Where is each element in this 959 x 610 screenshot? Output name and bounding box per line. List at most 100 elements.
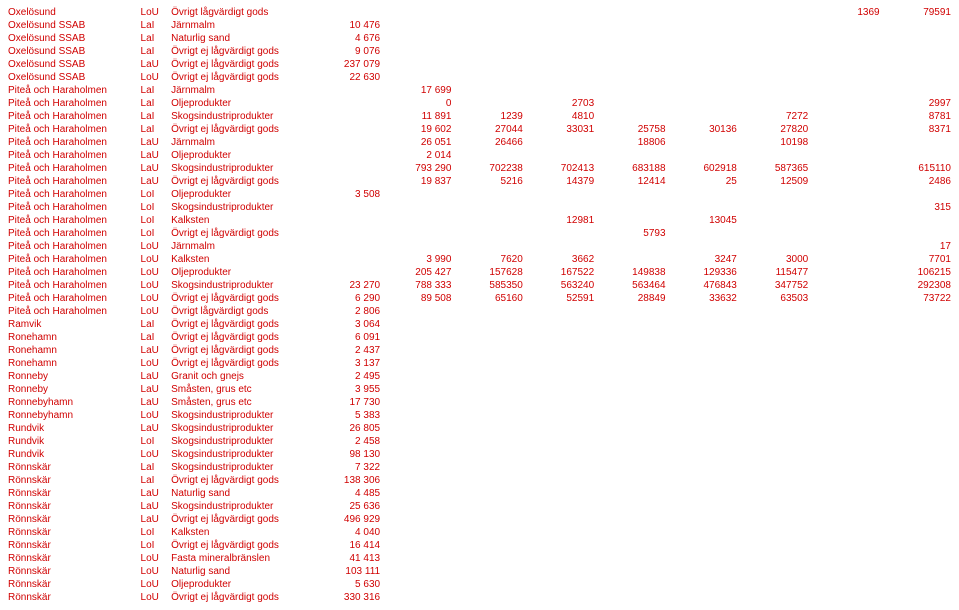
mode-cell: LoI — [141, 539, 172, 552]
value-cell — [666, 344, 737, 357]
value-cell — [523, 305, 594, 318]
value-cell: 12509 — [737, 175, 808, 188]
mode-cell: LaU — [141, 370, 172, 383]
material-cell: Fasta mineralbränslen — [171, 552, 309, 565]
value-cell — [666, 149, 737, 162]
location-cell: Rönnskär — [8, 500, 141, 513]
value-cell: 17 730 — [309, 396, 380, 409]
value-cell — [737, 565, 808, 578]
value-cell — [451, 422, 522, 435]
value-cell: 98 130 — [309, 448, 380, 461]
value-cell — [380, 58, 451, 71]
table-row: Piteå och HaraholmenLoIOljeprodukter3 50… — [8, 188, 951, 201]
value-cell — [737, 227, 808, 240]
material-cell: Övrigt ej lågvärdigt gods — [171, 175, 309, 188]
value-cell — [880, 396, 951, 409]
value-cell: 17 — [880, 240, 951, 253]
table-row: RönnskärLoUNaturlig sand103 111 — [8, 565, 951, 578]
value-cell — [737, 305, 808, 318]
value-cell: 602918 — [666, 162, 737, 175]
value-cell — [666, 331, 737, 344]
value-cell: 347752 — [737, 279, 808, 292]
value-cell — [380, 539, 451, 552]
value-cell — [523, 396, 594, 409]
value-cell — [594, 45, 665, 58]
mode-cell: LoU — [141, 565, 172, 578]
value-cell — [737, 383, 808, 396]
value-cell — [666, 409, 737, 422]
value-cell — [594, 539, 665, 552]
value-cell — [594, 253, 665, 266]
value-cell — [737, 201, 808, 214]
value-cell — [666, 487, 737, 500]
value-cell — [451, 526, 522, 539]
value-cell — [808, 32, 879, 45]
material-cell: Övrigt ej lågvärdigt gods — [171, 344, 309, 357]
table-row: RönnskärLoUÖvrigt ej lågvärdigt gods330 … — [8, 591, 951, 604]
table-row: Piteå och HaraholmenLoUSkogsindustriprod… — [8, 279, 951, 292]
mode-cell: LaU — [141, 513, 172, 526]
value-cell — [808, 240, 879, 253]
value-cell — [666, 58, 737, 71]
value-cell — [808, 162, 879, 175]
value-cell — [880, 149, 951, 162]
value-cell: 2703 — [523, 97, 594, 110]
value-cell — [666, 396, 737, 409]
mode-cell: LaI — [141, 318, 172, 331]
value-cell — [594, 188, 665, 201]
mode-cell: LaU — [141, 136, 172, 149]
value-cell: 33632 — [666, 292, 737, 305]
value-cell — [523, 136, 594, 149]
value-cell — [666, 97, 737, 110]
value-cell — [380, 383, 451, 396]
value-cell — [594, 84, 665, 97]
mode-cell: LoU — [141, 305, 172, 318]
mode-cell: LoU — [141, 266, 172, 279]
value-cell: 5793 — [594, 227, 665, 240]
value-cell — [594, 565, 665, 578]
value-cell — [451, 383, 522, 396]
value-cell — [380, 227, 451, 240]
value-cell — [737, 214, 808, 227]
value-cell — [880, 32, 951, 45]
material-cell: Naturlig sand — [171, 487, 309, 500]
table-row: Piteå och HaraholmenLaUJärnmalm26 051264… — [8, 136, 951, 149]
value-cell — [666, 526, 737, 539]
value-cell — [880, 383, 951, 396]
value-cell — [737, 422, 808, 435]
value-cell — [737, 370, 808, 383]
value-cell — [380, 409, 451, 422]
value-cell: 702413 — [523, 162, 594, 175]
value-cell — [594, 331, 665, 344]
value-cell — [380, 318, 451, 331]
value-cell: 330 316 — [309, 591, 380, 604]
value-cell — [737, 513, 808, 526]
value-cell — [666, 422, 737, 435]
value-cell — [523, 487, 594, 500]
location-cell: Piteå och Haraholmen — [8, 292, 141, 305]
value-cell — [808, 214, 879, 227]
value-cell: 9 076 — [309, 45, 380, 58]
value-cell — [808, 552, 879, 565]
table-row: RönnskärLoUFasta mineralbränslen41 413 — [8, 552, 951, 565]
value-cell — [309, 227, 380, 240]
value-cell — [523, 71, 594, 84]
value-cell: 0 — [380, 97, 451, 110]
location-cell: Oxelösund SSAB — [8, 58, 141, 71]
location-cell: Ramvik — [8, 318, 141, 331]
value-cell — [808, 110, 879, 123]
location-cell: Rönnskär — [8, 461, 141, 474]
value-cell — [737, 591, 808, 604]
value-cell — [737, 474, 808, 487]
value-cell — [380, 591, 451, 604]
value-cell — [666, 578, 737, 591]
mode-cell: LaI — [141, 32, 172, 45]
material-cell: Granit och gnejs — [171, 370, 309, 383]
value-cell — [380, 6, 451, 19]
value-cell — [451, 487, 522, 500]
location-cell: Piteå och Haraholmen — [8, 175, 141, 188]
value-cell — [737, 45, 808, 58]
value-cell — [880, 19, 951, 32]
material-cell: Övrigt ej lågvärdigt gods — [171, 123, 309, 136]
value-cell — [808, 461, 879, 474]
